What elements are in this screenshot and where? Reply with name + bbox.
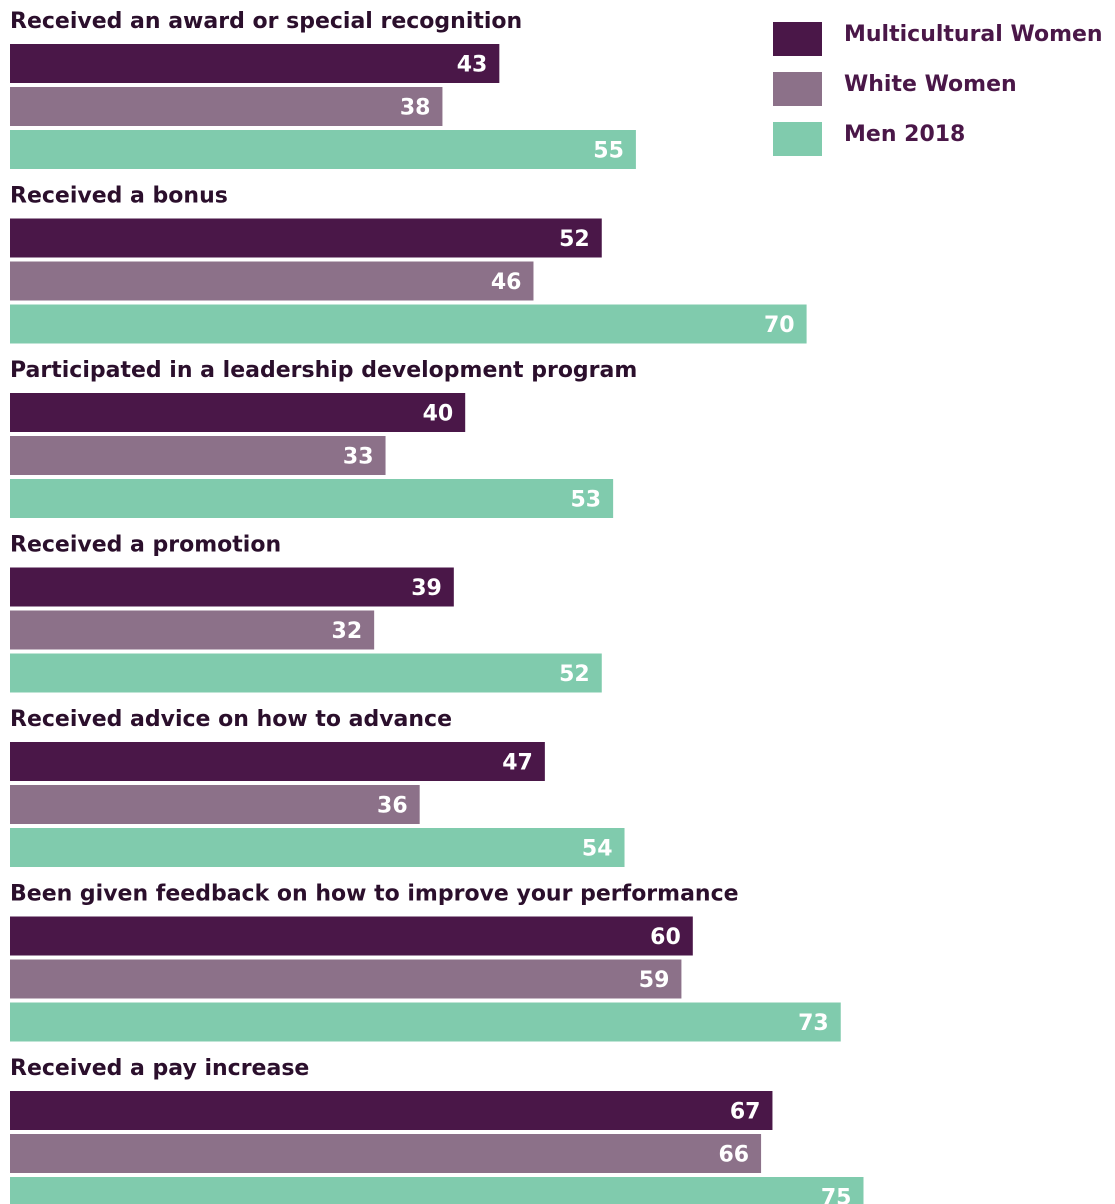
bar-value-label: 60 (650, 925, 681, 950)
bar-value-label: 70 (764, 313, 795, 338)
bar-group-received-a-bonus: Received a bonus 52 46 70 (10, 184, 807, 344)
bar-group-received-a-promotion: Received a promotion 39 32 52 (10, 533, 602, 693)
bar-value-label: 47 (502, 751, 533, 776)
bar-value-label: 43 (457, 53, 488, 78)
bar-value-label: 75 (821, 1186, 852, 1204)
bar-multicultural-women (10, 44, 500, 83)
category-label: Received a promotion (10, 533, 281, 558)
legend: Multicultural Women White Women Men 2018 (773, 22, 1103, 156)
legend-label-white-women: White Women (844, 72, 1017, 97)
bar-multicultural-women (10, 1091, 773, 1130)
bar-men-2018 (10, 304, 807, 344)
bar-value-label: 52 (559, 662, 590, 687)
bar-white-women (10, 959, 682, 999)
bar-value-label: 67 (730, 1100, 761, 1125)
bar-men-2018 (10, 653, 602, 693)
bar-value-label: 36 (377, 794, 408, 819)
bar-value-label: 73 (798, 1011, 829, 1036)
legend-swatch-white-women (773, 72, 822, 106)
bar-multicultural-women (10, 916, 693, 956)
bar-value-label: 32 (332, 619, 363, 644)
category-label: Participated in a leadership development… (10, 358, 637, 383)
bar-value-label: 55 (593, 139, 624, 164)
bar-group-received-a-pay-increase: Received a pay increase 67 66 75 (10, 1056, 864, 1204)
bar-multicultural-women (10, 567, 454, 607)
bar-men-2018 (10, 479, 614, 518)
bar-white-women (10, 436, 386, 475)
bar-group-been-given-feedback-on-how-to-improve-your-performance: Been given feedback on how to improve yo… (10, 882, 841, 1042)
bar-value-label: 40 (423, 402, 454, 427)
bar-group-participated-in-a-leadership-development-program: Participated in a leadership development… (10, 358, 637, 518)
legend-label-multicultural-women: Multicultural Women (844, 22, 1103, 47)
legend-swatch-multicultural-women (773, 22, 822, 56)
bar-multicultural-women (10, 218, 602, 258)
bar-value-label: 54 (582, 837, 613, 862)
bar-multicultural-women (10, 742, 545, 781)
bar-multicultural-women (10, 393, 466, 432)
bar-men-2018 (10, 1177, 864, 1204)
bar-men-2018 (10, 1002, 841, 1042)
bar-value-label: 33 (343, 445, 374, 470)
bar-men-2018 (10, 828, 625, 867)
bar-value-label: 39 (411, 576, 442, 601)
bar-value-label: 52 (559, 227, 590, 252)
bar-value-label: 38 (400, 96, 431, 121)
bar-value-label: 46 (491, 270, 522, 295)
bar-value-label: 66 (718, 1143, 749, 1168)
legend-label-men-2018: Men 2018 (844, 122, 965, 147)
bar-value-label: 59 (639, 968, 670, 993)
bar-group-received-advice-on-how-to-advance: Received advice on how to advance 47 36 54 (10, 707, 625, 867)
bar-white-women (10, 610, 375, 650)
legend-swatch-men-2018 (773, 122, 822, 156)
bar-value-label: 53 (571, 488, 602, 513)
category-label: Received an award or special recognition (10, 9, 522, 34)
bar-white-women (10, 261, 534, 301)
bar-white-women (10, 87, 443, 126)
bar-white-women (10, 1134, 762, 1173)
bar-white-women (10, 785, 420, 824)
category-label: Received advice on how to advance (10, 707, 452, 732)
bar-group-received-an-award-or-special-recognition: Received an award or special recognition… (10, 9, 636, 169)
category-label: Received a pay increase (10, 1056, 309, 1081)
category-label: Received a bonus (10, 184, 228, 209)
bar-men-2018 (10, 130, 636, 169)
category-label: Been given feedback on how to improve yo… (10, 882, 739, 907)
